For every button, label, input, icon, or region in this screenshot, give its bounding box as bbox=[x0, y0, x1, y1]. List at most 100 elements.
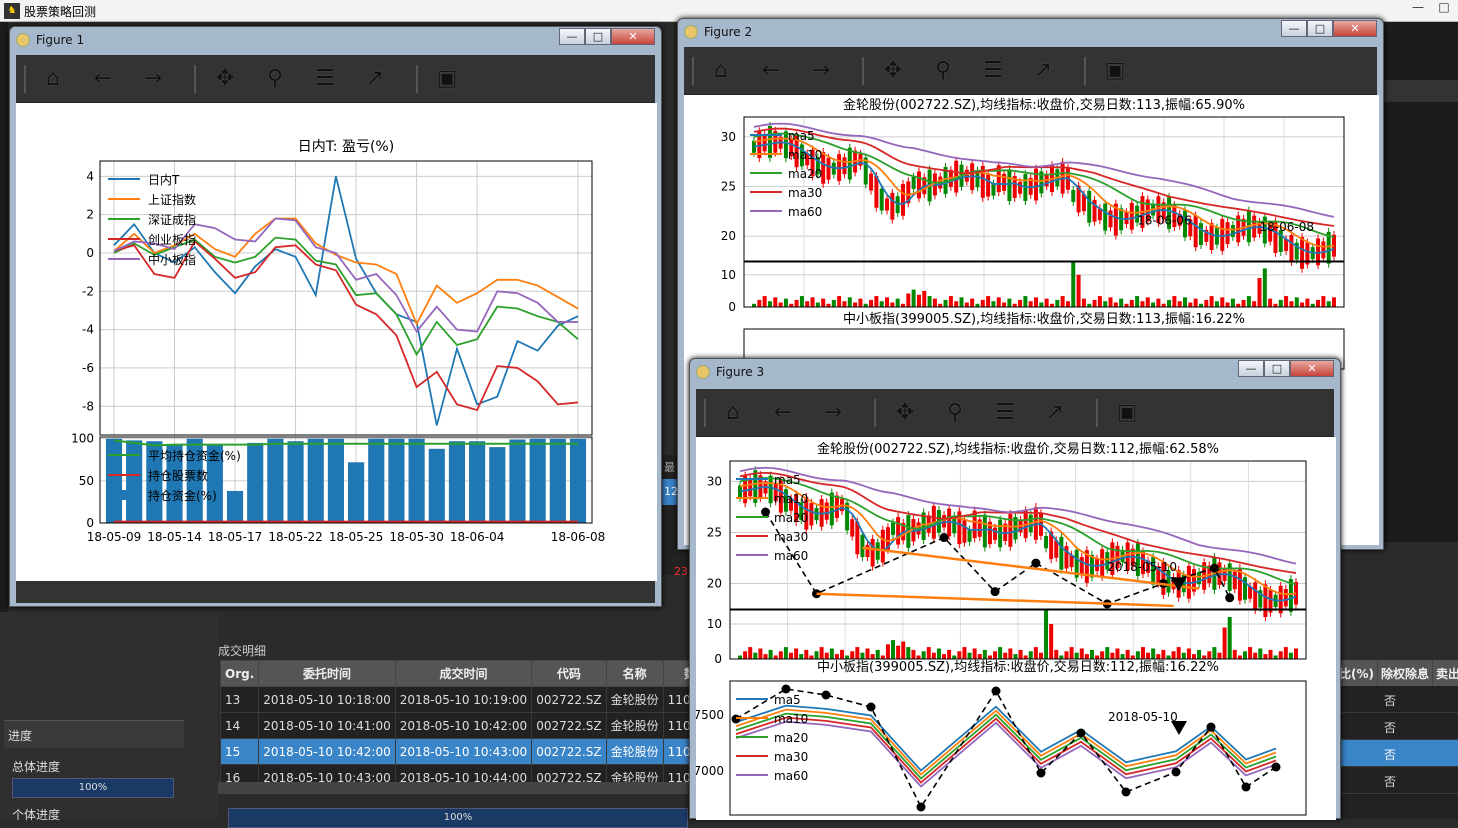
toolbar-separator bbox=[862, 57, 864, 85]
y-tick-label: 100 bbox=[71, 432, 94, 446]
fig3-minimize-button[interactable]: — bbox=[1238, 360, 1264, 377]
volume-bar bbox=[1332, 297, 1336, 307]
volume-bar bbox=[1105, 647, 1110, 659]
volume-bar bbox=[1156, 298, 1161, 307]
candle bbox=[1227, 563, 1232, 591]
zoom-button[interactable]: ⚲ bbox=[946, 400, 964, 425]
column-header[interactable]: 委托时间 bbox=[258, 660, 396, 687]
edit-axis-button[interactable]: ↗ bbox=[1045, 400, 1065, 425]
forward-button[interactable]: → bbox=[823, 400, 843, 425]
candle bbox=[916, 171, 921, 199]
bar bbox=[448, 441, 466, 523]
figure3-canvas[interactable]: 金轮股份(002722.SZ),均线指标:收盘价,交易日数:112,振幅:62.… bbox=[693, 437, 1336, 820]
legend-label: ma60 bbox=[774, 549, 808, 563]
volume-bar bbox=[1193, 298, 1198, 307]
figure-icon bbox=[684, 25, 698, 39]
legend-label: 持仓资金(%) bbox=[148, 488, 217, 503]
toolbar-grip bbox=[24, 65, 26, 93]
table-row[interactable]: 14 2018-05-10 10:41:00 2018-05-10 10:42:00… bbox=[219, 712, 730, 739]
candle bbox=[752, 140, 756, 153]
back-button[interactable]: ← bbox=[93, 66, 113, 91]
fig2-minimize-button[interactable]: — bbox=[1281, 20, 1307, 37]
candle bbox=[1273, 221, 1278, 253]
avg-hold-line bbox=[113, 439, 578, 447]
back-button[interactable]: ← bbox=[773, 400, 793, 425]
edit-axis-button[interactable]: ↗ bbox=[1033, 58, 1053, 83]
volume-bar bbox=[1089, 649, 1094, 659]
volume-bar bbox=[1007, 298, 1012, 307]
table-scrollbar[interactable] bbox=[218, 782, 690, 794]
fig1-maximize-button[interactable]: □ bbox=[585, 28, 611, 45]
series-line-1 bbox=[113, 217, 579, 327]
candle bbox=[879, 188, 884, 211]
home-button[interactable]: ⌂ bbox=[726, 400, 740, 425]
pan-button[interactable]: ✥ bbox=[215, 66, 235, 91]
figure3-titlebar[interactable]: Figure 3 — □ ✕ bbox=[690, 359, 1340, 385]
fig2-close-button[interactable]: ✕ bbox=[1333, 20, 1377, 37]
candle bbox=[850, 519, 855, 537]
figure3-window[interactable]: Figure 3 — □ ✕ ⌂ ← → ✥ ⚲ ☰ ↗ ▣ 金轮股份(002722.SZ),均线… bbox=[689, 358, 1341, 820]
table-row[interactable]: 15 2018-05-10 10:42:00 2018-05-10 10:43:00… bbox=[219, 738, 730, 765]
pan-button[interactable]: ✥ bbox=[883, 58, 903, 83]
zoom-button[interactable]: ⚲ bbox=[266, 66, 284, 91]
figure1-window[interactable]: Figure 1 — □ ✕ ⌂ ← → ✥ ⚲ ☰ ↗ ▣ 日内T: 盈亏(%) 4 2 0 -2 -4 -… bbox=[9, 26, 662, 607]
save-button[interactable]: ▣ bbox=[1116, 400, 1138, 425]
edit-axis-button[interactable]: ↗ bbox=[365, 66, 385, 91]
candle bbox=[815, 157, 820, 175]
zoom-button[interactable]: ⚲ bbox=[934, 58, 952, 83]
pan-button[interactable]: ✥ bbox=[895, 400, 915, 425]
column-header[interactable]: 代码 bbox=[531, 660, 607, 687]
column-header[interactable]: 名称 bbox=[605, 660, 664, 687]
save-button[interactable]: ▣ bbox=[1104, 58, 1126, 83]
legend-label: ma60 bbox=[788, 205, 822, 219]
bar bbox=[529, 438, 546, 523]
y-tick-label: 30 bbox=[707, 474, 722, 488]
volume-bar bbox=[773, 297, 778, 307]
volume-bar bbox=[1172, 296, 1177, 307]
volume-bar bbox=[767, 301, 772, 307]
home-button[interactable]: ⌂ bbox=[714, 58, 728, 83]
home-button[interactable]: ⌂ bbox=[46, 66, 60, 91]
configure-button[interactable]: ☰ bbox=[315, 66, 335, 91]
configure-button[interactable]: ☰ bbox=[983, 58, 1003, 83]
column-header[interactable]: 除权除息 bbox=[1378, 660, 1434, 686]
candle bbox=[921, 512, 926, 540]
column-header[interactable]: 卖出 bbox=[1433, 660, 1458, 686]
candle bbox=[869, 173, 874, 191]
fig1-close-button[interactable]: ✕ bbox=[611, 28, 655, 45]
candle bbox=[1193, 215, 1198, 248]
volume-bar bbox=[1177, 301, 1182, 307]
column-header[interactable]: 成交时间 bbox=[394, 660, 533, 687]
minimize-button[interactable]: — bbox=[1412, 0, 1424, 14]
volume-bar bbox=[1294, 297, 1299, 307]
fig2-maximize-button[interactable]: □ bbox=[1307, 20, 1333, 37]
configure-button[interactable]: ☰ bbox=[995, 400, 1015, 425]
bar bbox=[368, 438, 385, 523]
forward-button[interactable]: → bbox=[811, 58, 831, 83]
candle bbox=[1054, 540, 1059, 558]
candle bbox=[1076, 185, 1081, 213]
figure1-canvas[interactable]: 日内T: 盈亏(%) 4 2 0 -2 -4 -6 -8 18-05-09 18-05-14 18-… bbox=[16, 103, 657, 581]
table-cell: 否 bbox=[1336, 740, 1458, 767]
candle bbox=[805, 153, 810, 166]
volume-bar bbox=[1028, 301, 1033, 307]
forward-button[interactable]: → bbox=[143, 66, 163, 91]
fig1-minimize-button[interactable]: — bbox=[559, 28, 585, 45]
column-header[interactable]: 比(%) bbox=[1336, 660, 1378, 686]
figure1-statusbar bbox=[16, 581, 655, 603]
table-row[interactable]: 13 2018-05-10 10:18:00 2018-05-10 10:19:00… bbox=[219, 686, 730, 713]
fig3-maximize-button[interactable]: □ bbox=[1264, 360, 1290, 377]
candle bbox=[1294, 242, 1299, 260]
candle bbox=[896, 516, 901, 545]
figure1-titlebar[interactable]: Figure 1 — □ ✕ bbox=[10, 27, 661, 53]
maximize-button[interactable]: □ bbox=[1438, 0, 1450, 14]
back-button[interactable]: ← bbox=[761, 58, 781, 83]
column-header[interactable]: Org. bbox=[219, 660, 260, 687]
save-button[interactable]: ▣ bbox=[436, 66, 458, 91]
fig3-close-button[interactable]: ✕ bbox=[1290, 360, 1334, 377]
annotation: 18-06-06 bbox=[1137, 213, 1191, 227]
candle bbox=[943, 167, 948, 194]
figure2-titlebar[interactable]: Figure 2 — □ ✕ bbox=[678, 19, 1383, 45]
volume-bar bbox=[927, 296, 932, 307]
y-tick-label: 4 bbox=[86, 169, 94, 183]
